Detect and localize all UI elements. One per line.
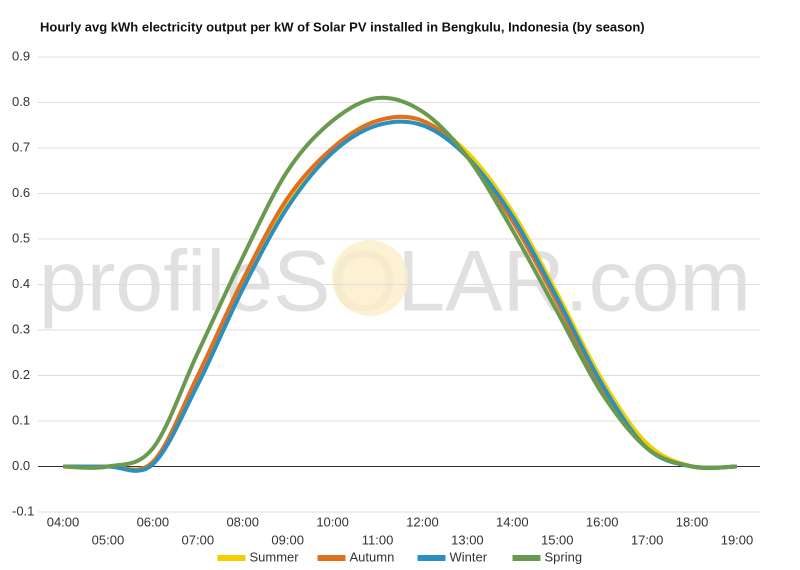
y-tick-label: 0.2 [12, 367, 30, 382]
y-tick-label: 0.5 [12, 230, 30, 245]
y-tick-label: 0.4 [12, 276, 30, 291]
x-tick-label: 06:00 [137, 514, 170, 529]
x-tick-label: 16:00 [586, 514, 619, 529]
legend-label: Summer [250, 549, 300, 564]
legend-swatch [512, 555, 541, 561]
y-tick-label: 0.7 [12, 139, 30, 154]
x-tick-label: 05:00 [92, 532, 125, 547]
legend-label: Winter [450, 549, 488, 564]
y-tick-label: 0.8 [12, 94, 30, 109]
x-tick-label: 08:00 [226, 514, 259, 529]
x-tick-label: 12:00 [406, 514, 439, 529]
watermark-sun [332, 240, 408, 316]
y-tick-label: 0.1 [12, 412, 30, 427]
x-tick-label: 18:00 [676, 514, 709, 529]
x-tick-label: 07:00 [182, 532, 215, 547]
series-line [62, 95, 738, 470]
y-tick-label: 0.0 [12, 458, 30, 473]
x-tick-label: 09:00 [271, 532, 304, 547]
chart-title: Hourly avg kWh electricity output per kW… [40, 19, 645, 34]
x-tick-label: 17:00 [631, 532, 664, 547]
x-tick-label: 19:00 [721, 532, 754, 547]
x-tick-label: 10:00 [316, 514, 349, 529]
x-tick-label: 13:00 [451, 532, 484, 547]
series-line [62, 119, 738, 473]
y-tick-label: 0.3 [12, 321, 30, 336]
x-tick-label: 04:00 [47, 514, 80, 529]
x-tick-label: 11:00 [362, 532, 394, 547]
y-tick-label: 0.9 [12, 48, 30, 63]
y-tick-label: 0.6 [12, 185, 30, 200]
y-tick-label: -0.1 [12, 503, 34, 518]
legend-label: Spring [545, 549, 583, 564]
x-tick-label: 14:00 [496, 514, 529, 529]
x-tick-label: 15:00 [541, 532, 574, 547]
legend-swatch [417, 555, 446, 561]
legend-swatch [317, 555, 346, 561]
legend-swatch [217, 555, 246, 561]
legend-label: Autumn [350, 549, 395, 564]
